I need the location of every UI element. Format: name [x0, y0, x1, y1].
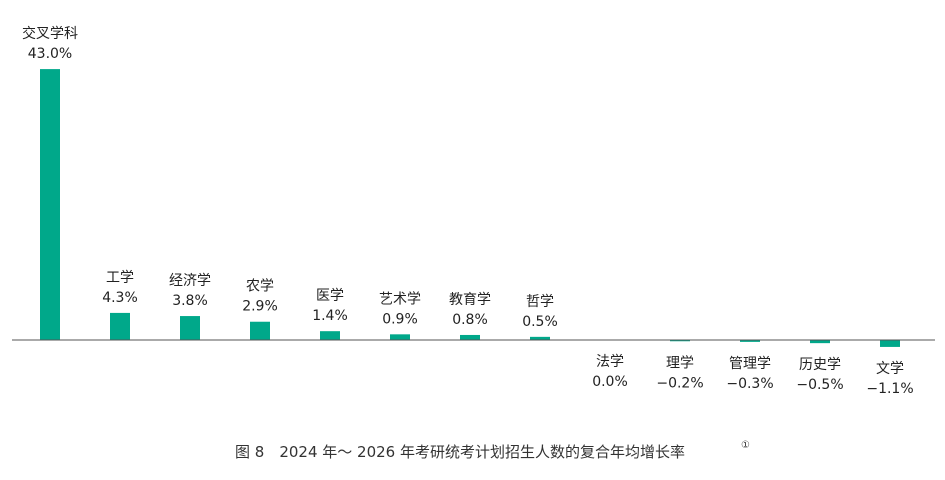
value-label: 2.9% [242, 299, 278, 315]
bar-3 [250, 321, 270, 340]
category-label: 农学 [246, 279, 274, 295]
value-label: 0.9% [382, 311, 418, 327]
bars-layer [40, 69, 900, 347]
category-label: 艺术学 [379, 291, 421, 307]
category-label: 理学 [666, 355, 694, 371]
bar-11 [810, 340, 830, 344]
bar-12 [880, 340, 900, 347]
value-label: 0.0% [592, 374, 628, 390]
category-label: 法学 [596, 354, 624, 370]
value-label: 1.4% [312, 308, 348, 324]
bar-2 [180, 316, 200, 340]
category-label: 工学 [106, 270, 134, 286]
value-label: −0.5% [796, 377, 843, 393]
category-label: 经济学 [169, 273, 211, 289]
bar-0 [40, 69, 60, 340]
value-label: −1.1% [866, 381, 913, 397]
bar-5 [390, 334, 410, 340]
bar-10 [740, 340, 760, 342]
caption-footnote-mark: ① [741, 440, 750, 451]
value-label: −0.3% [726, 376, 773, 392]
value-label: 0.5% [522, 314, 558, 330]
category-label: 医学 [316, 288, 344, 304]
value-label: 4.3% [102, 290, 138, 306]
value-label: 3.8% [172, 293, 208, 309]
category-label: 历史学 [799, 357, 841, 373]
category-label: 哲学 [526, 294, 554, 310]
category-label: 交叉学科 [22, 25, 78, 42]
value-label: −0.2% [656, 375, 703, 391]
bar-9 [670, 340, 690, 342]
value-label: 43.0% [28, 46, 72, 62]
category-label: 管理学 [729, 356, 771, 372]
figure-caption: 图 8 2024 年～ 2026 年考研统考计划招生人数的复合年均增长率 [235, 443, 685, 461]
bar-1 [110, 312, 130, 340]
bar-6 [460, 334, 480, 340]
category-label: 文学 [876, 361, 904, 377]
value-label: 0.8% [452, 312, 488, 328]
category-label: 教育学 [449, 292, 491, 308]
bar-7 [530, 336, 550, 340]
labels-layer: 交叉学科 43.0% 工学 4.3% 经济学 3.8% 农学 2.9% 医学 1.4% 艺术学 0.9… [22, 25, 914, 397]
bar-4 [320, 331, 340, 340]
